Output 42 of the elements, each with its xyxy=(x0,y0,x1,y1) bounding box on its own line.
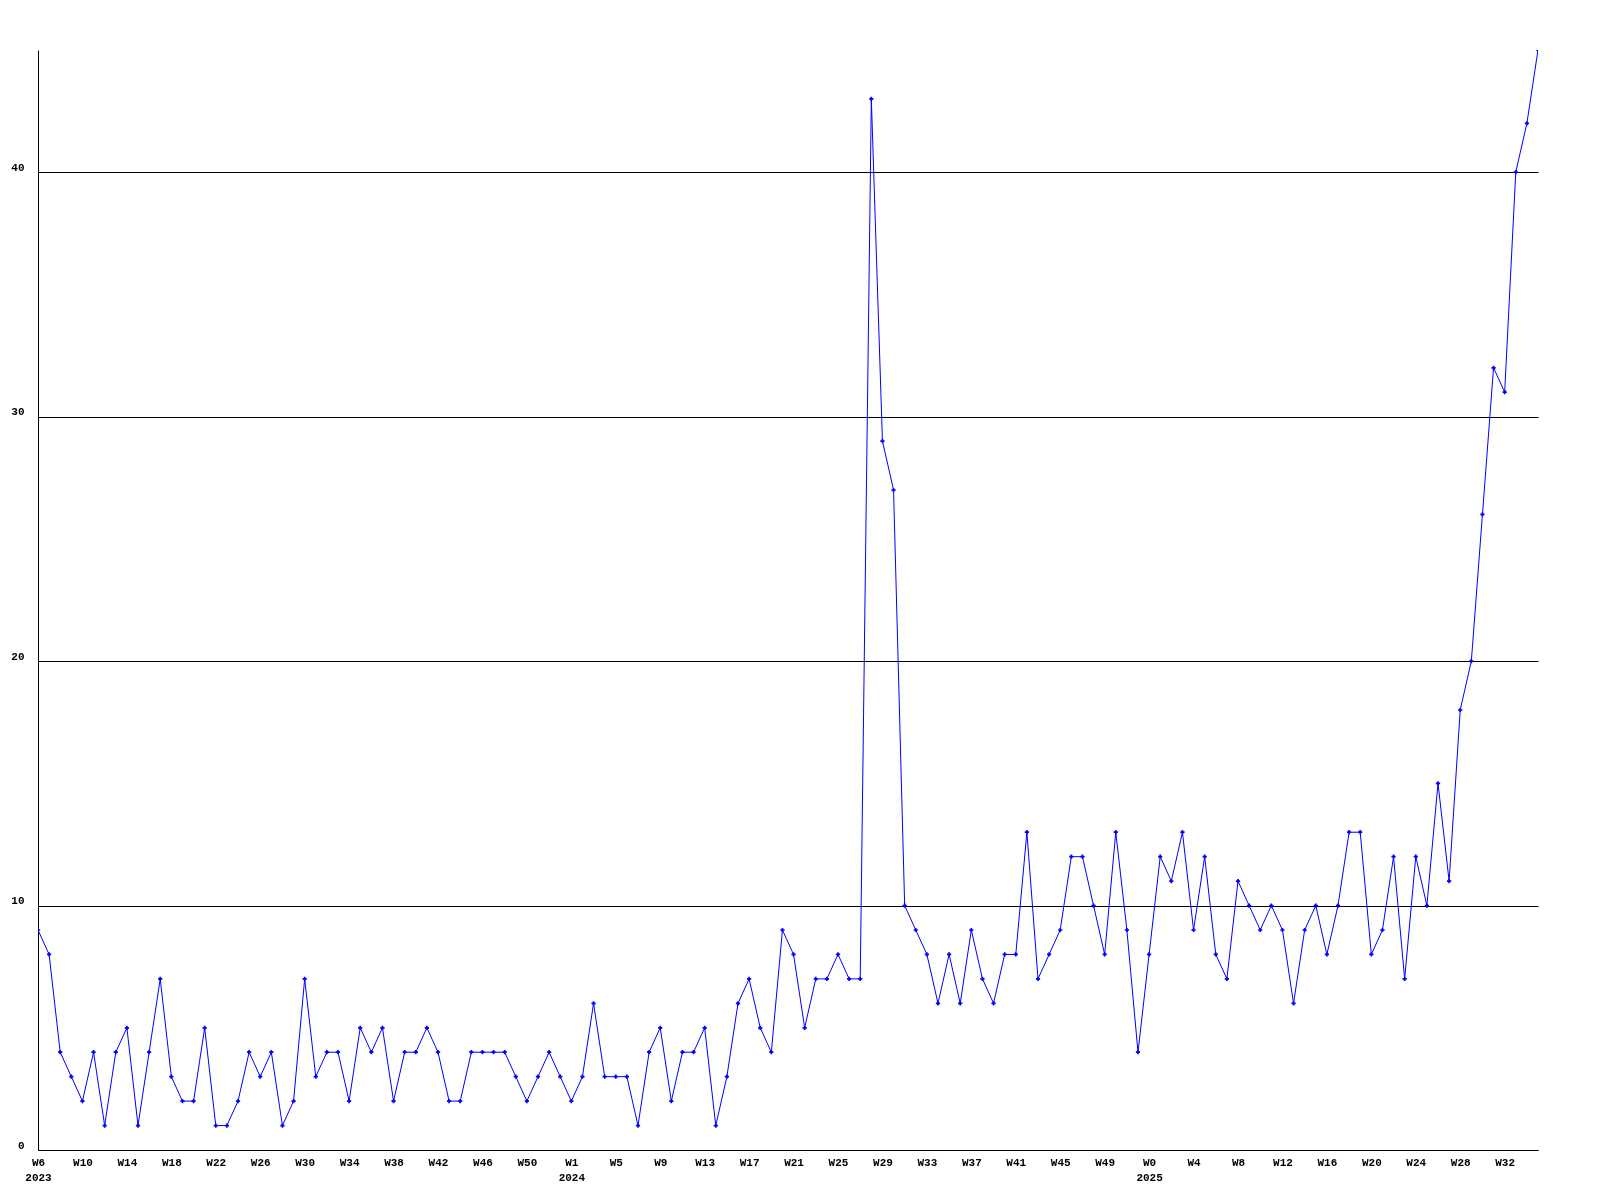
x-tick-label: W6 xyxy=(31,1156,46,1169)
x-tick-label: W33 xyxy=(917,1156,938,1169)
y-tick-label: 30 xyxy=(11,406,25,419)
x-tick-label: W1 xyxy=(565,1156,579,1169)
x-tick-label: W10 xyxy=(73,1156,93,1169)
text: 2025 xyxy=(1136,1171,1164,1184)
x-tick-label: W29 xyxy=(873,1156,893,1169)
x-tick-label: W34 xyxy=(339,1156,360,1169)
y-tick-label: 20 xyxy=(11,650,25,663)
x-tick-label: W26 xyxy=(250,1156,271,1169)
x-tick-label: W45 xyxy=(1050,1156,1072,1169)
x-tick-label: W0 xyxy=(1143,1156,1157,1169)
y-tick-label: 40 xyxy=(11,161,25,174)
text: 2023 xyxy=(25,1171,53,1184)
x-tick-label: W41 xyxy=(1006,1156,1027,1169)
y-tick-label: 10 xyxy=(11,895,25,908)
x-tick-label: W13 xyxy=(695,1156,716,1169)
x-tick-label: W42 xyxy=(428,1156,449,1169)
x-tick-label: W24 xyxy=(1406,1156,1427,1169)
x-tick-label: W46 xyxy=(473,1156,493,1169)
x-tick-label: W9 xyxy=(654,1156,668,1169)
x-tick-label: W28 xyxy=(1450,1156,1472,1169)
x-tick-label: W17 xyxy=(739,1156,760,1169)
x-tick-label: W16 xyxy=(1317,1156,1338,1169)
text: 2024 xyxy=(558,1171,586,1184)
x-tick-label: W30 xyxy=(295,1156,316,1169)
x-tick-label: W37 xyxy=(961,1156,982,1169)
x-tick-label: W18 xyxy=(161,1156,183,1169)
x-tick-label: W20 xyxy=(1361,1156,1382,1169)
x-tick-label: W8 xyxy=(1231,1156,1246,1169)
x-tick-label: W5 xyxy=(609,1156,624,1169)
y-tick-label: 0 xyxy=(17,1139,25,1152)
x-tick-label: W49 xyxy=(1095,1156,1116,1169)
x-tick-label: W25 xyxy=(828,1156,849,1169)
x-tick-label: W4 xyxy=(1187,1156,1202,1169)
x-tick-label: W22 xyxy=(206,1156,227,1169)
x-tick-label: W14 xyxy=(117,1156,138,1169)
x-tick-label: W12 xyxy=(1273,1156,1293,1169)
x-tick-label: W50 xyxy=(517,1156,538,1169)
x-tick-label: W21 xyxy=(784,1156,805,1169)
x-tick-label: W38 xyxy=(384,1156,405,1169)
x-tick-label: W32 xyxy=(1495,1156,1516,1169)
